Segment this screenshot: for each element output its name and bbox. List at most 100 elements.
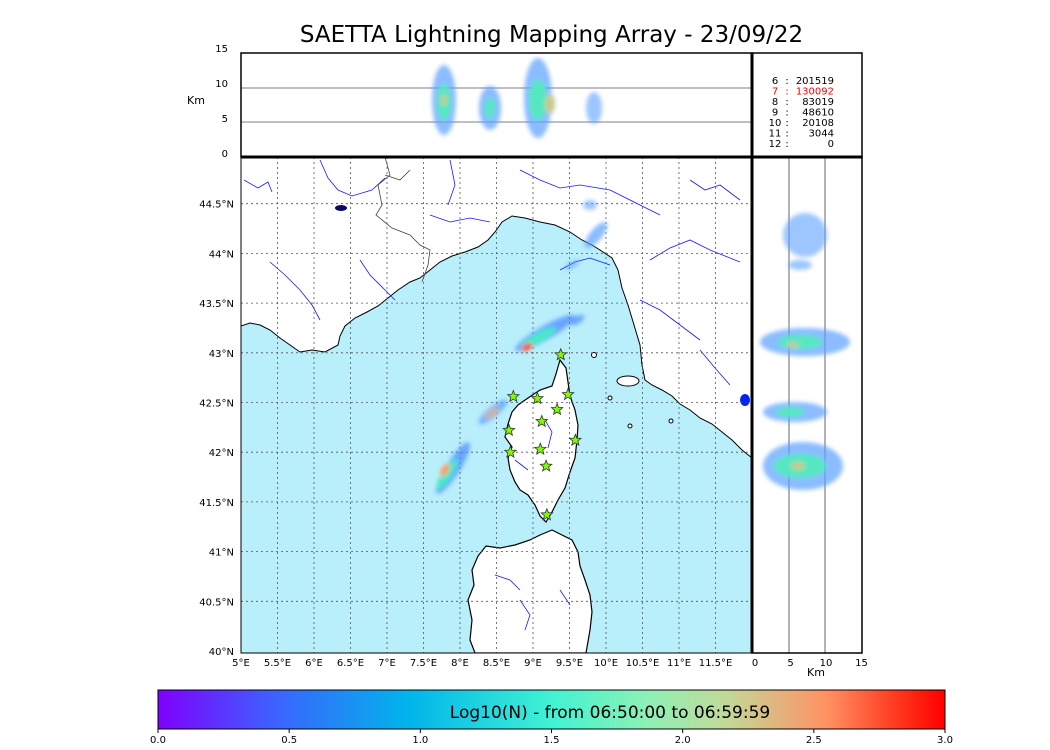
station-count: 20108 (802, 118, 834, 129)
colorbar-tick-label: 2.5 (806, 735, 822, 746)
right-altitude-tick: 15 (855, 658, 868, 669)
lon-tick-label: 9.5°E (556, 658, 583, 669)
station-separator: : (785, 129, 788, 140)
altitude-longitude-panel (241, 58, 752, 138)
mainland-landmass (241, 157, 752, 459)
giglio-island (668, 418, 674, 424)
right-altitude-unit: Km (807, 666, 825, 679)
lon-tick-label: 5.5°E (264, 658, 291, 669)
longitude-tick-labels: 5°E 5.5°E 6°E 6.5°E 7°E 7.5°E 8°E 8.5°E 9°E 9.5°E… (232, 658, 732, 669)
lon-tick-label: 8°E (451, 658, 469, 669)
station-count: 201519 (796, 76, 834, 87)
station-count: 48610 (802, 108, 834, 119)
lon-tick-label: 6°E (305, 658, 323, 669)
station-count: 3044 (809, 129, 834, 140)
lat-tick-label: 41.5°N (199, 498, 234, 509)
lon-tick-label: 11.5°E (699, 658, 733, 669)
station-separator: : (785, 76, 788, 87)
station-separator: : (785, 97, 788, 108)
country-borders (375, 157, 431, 283)
top-altitude-unit: Km (187, 94, 205, 107)
lake-geneva (335, 205, 347, 211)
lon-tick-label: 11°E (667, 658, 691, 669)
lon-tick-label: 6.5°E (337, 658, 364, 669)
station-separator: : (785, 87, 788, 98)
lon-tick-label: 9°E (524, 658, 542, 669)
station-star-icon (550, 402, 564, 416)
top-altitude-tick: 5 (222, 114, 228, 125)
lat-tick-label: 43.5°N (199, 299, 234, 310)
station-id: 8 (772, 97, 778, 108)
colorbar-ticks: 0.0 0.5 1.0 1.5 2.0 2.5 3.0 (150, 729, 953, 746)
station-star-icon (535, 414, 549, 428)
station-separator: : (785, 139, 788, 150)
lat-tick-label: 44°N (209, 249, 234, 260)
lat-tick-label: 40°N (209, 647, 234, 658)
station-star-icon (502, 423, 516, 437)
station-star-icon (506, 389, 521, 403)
lon-tick-label: 7.5°E (410, 658, 437, 669)
station-star-icon (553, 347, 568, 361)
right-altitude-tick: 5 (787, 658, 793, 669)
station-id: 11 (769, 129, 782, 140)
figure-title: SAETTA Lightning Mapping Array - 23/09/2… (299, 22, 804, 48)
montecristo-island (627, 423, 633, 429)
station-id: 6 (772, 76, 778, 87)
lightning-density-altitude-lat (760, 213, 850, 490)
station-id: 9 (772, 108, 778, 119)
lon-tick-label: 10°E (594, 658, 618, 669)
lake-bolsena (740, 394, 750, 406)
station-separator: : (785, 118, 788, 129)
capraia-island (591, 352, 597, 358)
lon-tick-label: 8.5°E (483, 658, 510, 669)
elba-island (616, 375, 640, 387)
station-count-table: 6:2015197:1300928:830199:4861010:2010811… (769, 76, 834, 150)
right-altitude-tick: 10 (820, 658, 833, 669)
station-count: 0 (828, 139, 834, 150)
latitude-tick-labels: 40°N 40.5°N 41°N 41.5°N 42°N 42.5°N 43°N 43.5°N… (199, 200, 234, 658)
lat-tick-label: 42°N (209, 448, 234, 459)
pianosa-island (607, 395, 613, 401)
station-star-icon (540, 507, 554, 521)
station-star-icon (539, 459, 553, 472)
station-id: 7 (772, 87, 778, 98)
station-count: 83019 (802, 97, 834, 108)
station-star-icon (503, 445, 518, 459)
altitude-latitude-panel (760, 157, 850, 653)
map-graticule (241, 157, 752, 653)
lat-tick-label: 40.5°N (199, 597, 234, 608)
station-count: 130092 (796, 87, 834, 98)
station-star-icon (533, 442, 548, 455)
lon-tick-label: 7°E (378, 658, 396, 669)
colorbar-tick-label: 0.0 (150, 735, 166, 746)
lon-tick-label: 5°E (232, 658, 250, 669)
colorbar-label: Log10(N) - from 06:50:00 to 06:59:59 (450, 703, 770, 723)
station-star-icon (568, 433, 583, 446)
lat-tick-label: 43°N (209, 349, 234, 360)
lon-tick-label: 10.5°E (626, 658, 660, 669)
map-panel (241, 157, 752, 653)
lightning-density-altitude-lon (432, 58, 602, 138)
station-id: 10 (769, 118, 782, 129)
station-star-icon (561, 387, 575, 401)
lma-stations (502, 347, 583, 521)
rivers (243, 159, 741, 631)
sardinia-island (467, 529, 593, 653)
lat-tick-label: 44.5°N (199, 200, 234, 211)
top-altitude-tick: 0 (222, 149, 228, 160)
colorbar-tick-label: 0.5 (281, 735, 297, 746)
corsica-island (504, 358, 579, 523)
top-altitude-ticks: 0 5 10 15 (215, 44, 228, 160)
colorbar (157, 689, 946, 730)
station-id: 12 (769, 139, 782, 150)
colorbar-tick-label: 3.0 (937, 735, 953, 746)
top-altitude-tick: 15 (215, 44, 228, 55)
right-altitude-ticks: 0 5 10 15 (752, 658, 868, 669)
colorbar-tick-label: 1.5 (544, 735, 560, 746)
station-star-icon (530, 391, 545, 405)
right-altitude-tick: 0 (752, 658, 758, 669)
lat-tick-label: 42.5°N (199, 399, 234, 410)
colorbar-tick-label: 1.0 (412, 735, 428, 746)
lightning-density-map (436, 200, 608, 494)
